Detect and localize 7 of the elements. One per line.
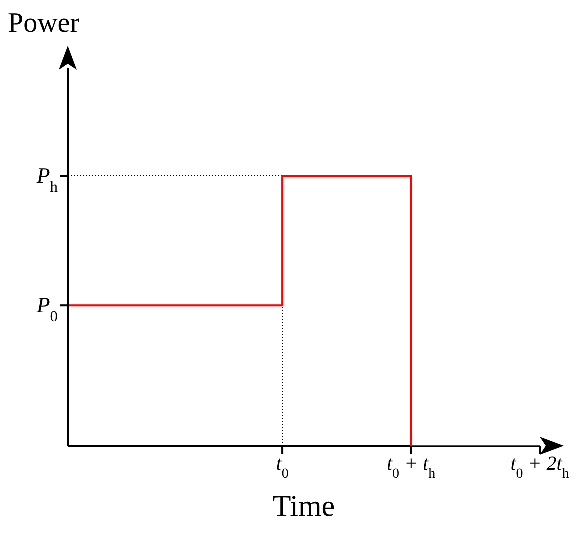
ref-line-label: P$_{0}$: [36, 292, 58, 326]
y-axis-title: Power: [8, 8, 80, 40]
x-tick-label: t$_{0}$: [276, 453, 289, 482]
x-tick-label: t$_{0}$ + t$_{h}$: [386, 453, 436, 482]
x-tick-label: t$_{0}$ + 2t$_{h}$: [510, 453, 570, 482]
x-axis-title: Time: [272, 490, 336, 524]
ref-line-label: P$_{h}$: [36, 163, 58, 196]
